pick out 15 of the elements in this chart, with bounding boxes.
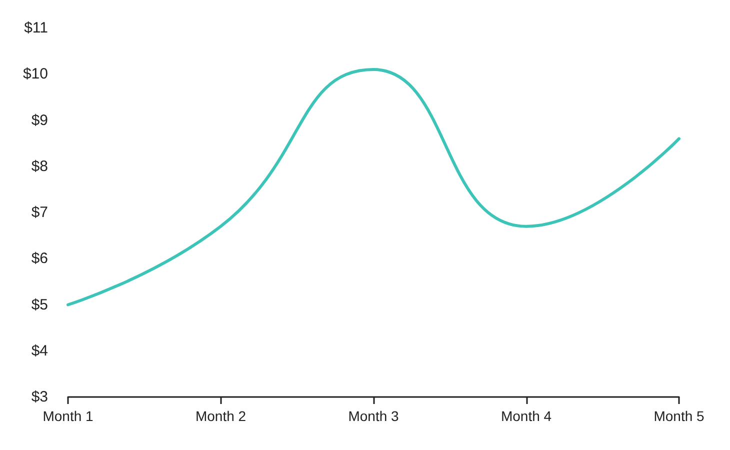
y-tick-label: $4 (31, 342, 48, 360)
y-tick-label: $5 (31, 296, 48, 314)
y-tick-label: $6 (31, 250, 48, 268)
x-tick-label: Month 2 (195, 408, 246, 424)
y-tick-label: $10 (22, 66, 48, 83)
y-tick-label: $7 (31, 204, 48, 221)
y-tick-label: $8 (31, 158, 48, 175)
line-series (66, 68, 680, 306)
x-tick-label: Month 4 (500, 408, 552, 424)
y-tick-label: $11 (24, 20, 48, 36)
x-tick-label: Month 1 (42, 408, 94, 424)
x-tick-label: Month 3 (348, 408, 400, 424)
y-tick-label: $3 (31, 388, 48, 406)
x-tick-label: Month 5 (654, 408, 705, 424)
y-tick-label: $9 (31, 112, 48, 129)
